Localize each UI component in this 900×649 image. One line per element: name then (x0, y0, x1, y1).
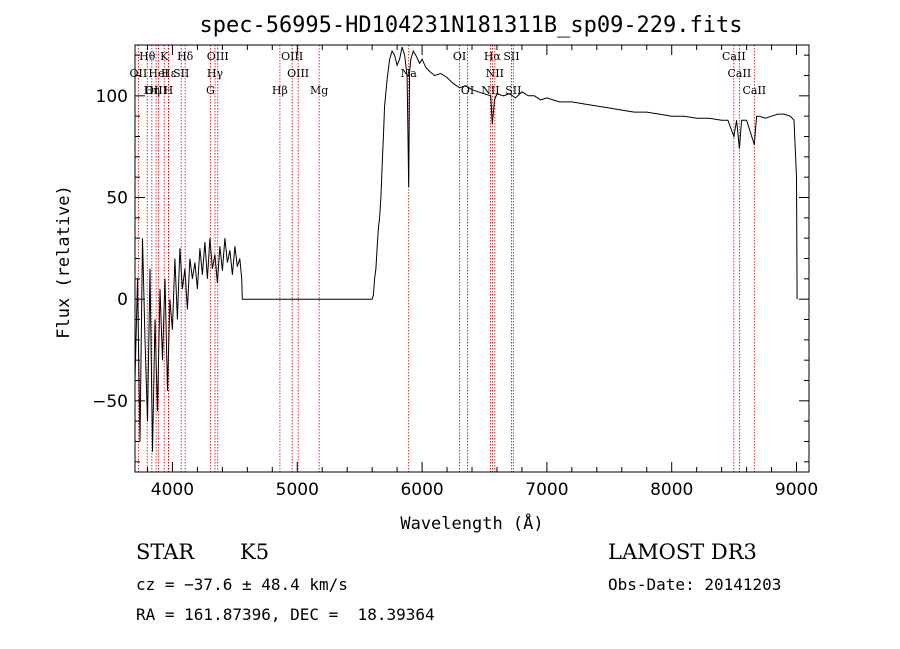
x-axis-label: Wavelength (Å) (400, 512, 543, 534)
spectral-line-label-19: OI (461, 84, 474, 97)
x-tick-label-0: 4000 (151, 480, 194, 500)
axis-ticks: 4000 5000 6000 7000 8000 9000 −50 0 50 100 (92, 45, 818, 500)
spectral-line-label-12: G (206, 84, 215, 97)
spectral-line-label-2: OIII (145, 84, 167, 97)
observation-date: Obs-Date: 20141203 (608, 575, 782, 594)
spectrum-line-0 (134, 46, 798, 452)
spectral-line-label-18: OI (453, 50, 466, 63)
spectral-line-label-3: K (160, 50, 169, 63)
spectral-line-label-14: OIII (281, 50, 303, 63)
spectral-line-label-22: NII (486, 67, 504, 80)
coordinates: RA = 161.87396, DEC = 18.39364 (136, 605, 435, 624)
object-subclass: K5 (240, 540, 270, 564)
spectral-line-label-23: SII (503, 50, 519, 63)
x-tick-label-5: 9000 (775, 480, 818, 500)
spectral-line-label-27: CaII (742, 84, 766, 97)
spectral-line-label-7: Hη (144, 84, 160, 97)
spectral-line-label-20: Hα (484, 50, 502, 63)
x-tick-label-3: 7000 (525, 480, 568, 500)
spectral-line-label-10: OIII (207, 50, 229, 63)
y-tick-label-3: 100 (96, 87, 128, 107)
spectral-line-label-11: Hγ (207, 67, 224, 80)
spectral-line-label-0: Hθ (139, 50, 156, 63)
spectral-line-label-5: HeI (148, 67, 168, 80)
object-class: STAR (136, 540, 195, 564)
spectral-line-label-15: OIII (287, 67, 309, 80)
x-tick-label-4: 8000 (650, 480, 693, 500)
spectral-line-label-17: Na (401, 67, 418, 80)
spectral-line-label-1: OII (130, 67, 148, 80)
spectrum-series (134, 46, 798, 452)
spectral-line-label-8: Hδ (177, 50, 194, 63)
survey-name: LAMOST DR3 (608, 540, 757, 564)
y-axis-label: Flux (relative) (54, 185, 74, 339)
spectral-line-label-25: CaII (722, 50, 746, 63)
y-tick-label-0: −50 (92, 392, 128, 412)
spectral-line-label-6: H (164, 84, 174, 97)
chart-title: spec-56995-HD104231N181311B_sp09-229.fit… (199, 13, 742, 38)
redshift-info: cz = −37.6 ± 48.4 km/s (136, 575, 348, 594)
y-tick-label-2: 50 (106, 189, 128, 209)
x-tick-label-2: 6000 (400, 480, 443, 500)
spectral-line-label-13: Hβ (272, 84, 288, 97)
x-tick-label-1: 5000 (276, 480, 319, 500)
y-tick-label-1: 0 (117, 290, 128, 310)
spectral-line-label-9: SII (173, 67, 189, 80)
spectral-line-label-26: CaII (728, 67, 752, 80)
spectral-line-label-16: Mg (310, 84, 328, 97)
